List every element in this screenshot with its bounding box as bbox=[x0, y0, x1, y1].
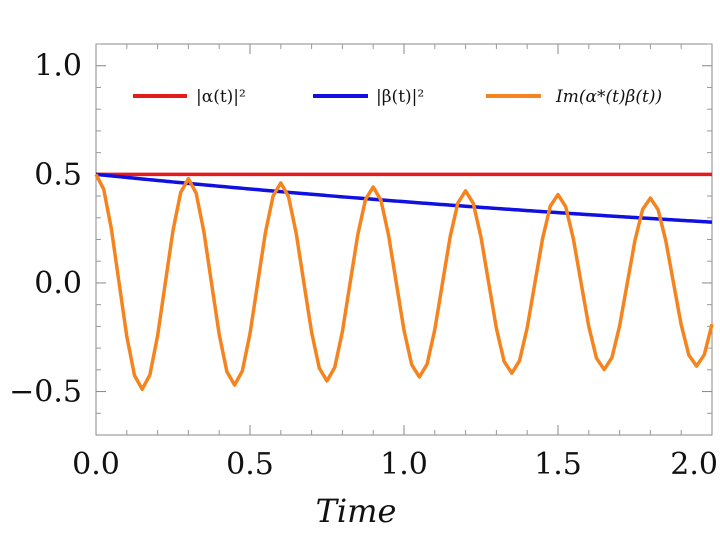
im-series-line bbox=[94, 173, 714, 392]
x-tick-labels: 0.0 0.5 1.0 1.5 2.0 bbox=[72, 447, 718, 482]
legend-label: |β(t)|² bbox=[376, 87, 424, 107]
x-tick-label: 0.5 bbox=[226, 447, 274, 482]
legend: |α(t)|² |β(t)|² Im(α*(t)β(t)) bbox=[133, 87, 662, 107]
legend-item-beta: |β(t)|² bbox=[313, 87, 424, 107]
series-group bbox=[94, 172, 714, 392]
x-axis-title: Time bbox=[316, 492, 397, 530]
x-tick-label: 2.0 bbox=[670, 447, 718, 482]
x-tick-label: 1.5 bbox=[534, 447, 582, 482]
minor-ticks bbox=[96, 43, 712, 435]
legend-item-im: Im(α*(t)β(t)) bbox=[486, 87, 662, 107]
y-tick-label: 0.5 bbox=[34, 157, 82, 192]
y-tick-label: 0.0 bbox=[34, 266, 82, 301]
y-tick-labels: −0.5 0.0 0.5 1.0 bbox=[9, 49, 82, 410]
x-tick-label: 0.0 bbox=[72, 447, 120, 482]
beta-series-line bbox=[95, 172, 713, 224]
y-tick-label: −0.5 bbox=[9, 375, 82, 410]
y-tick-label: 1.0 bbox=[34, 49, 82, 84]
x-tick-label: 1.0 bbox=[380, 447, 428, 482]
legend-label: |α(t)|² bbox=[196, 87, 246, 107]
legend-label: Im(α*(t)β(t)) bbox=[555, 87, 662, 107]
legend-item-alpha: |α(t)|² bbox=[133, 87, 246, 107]
